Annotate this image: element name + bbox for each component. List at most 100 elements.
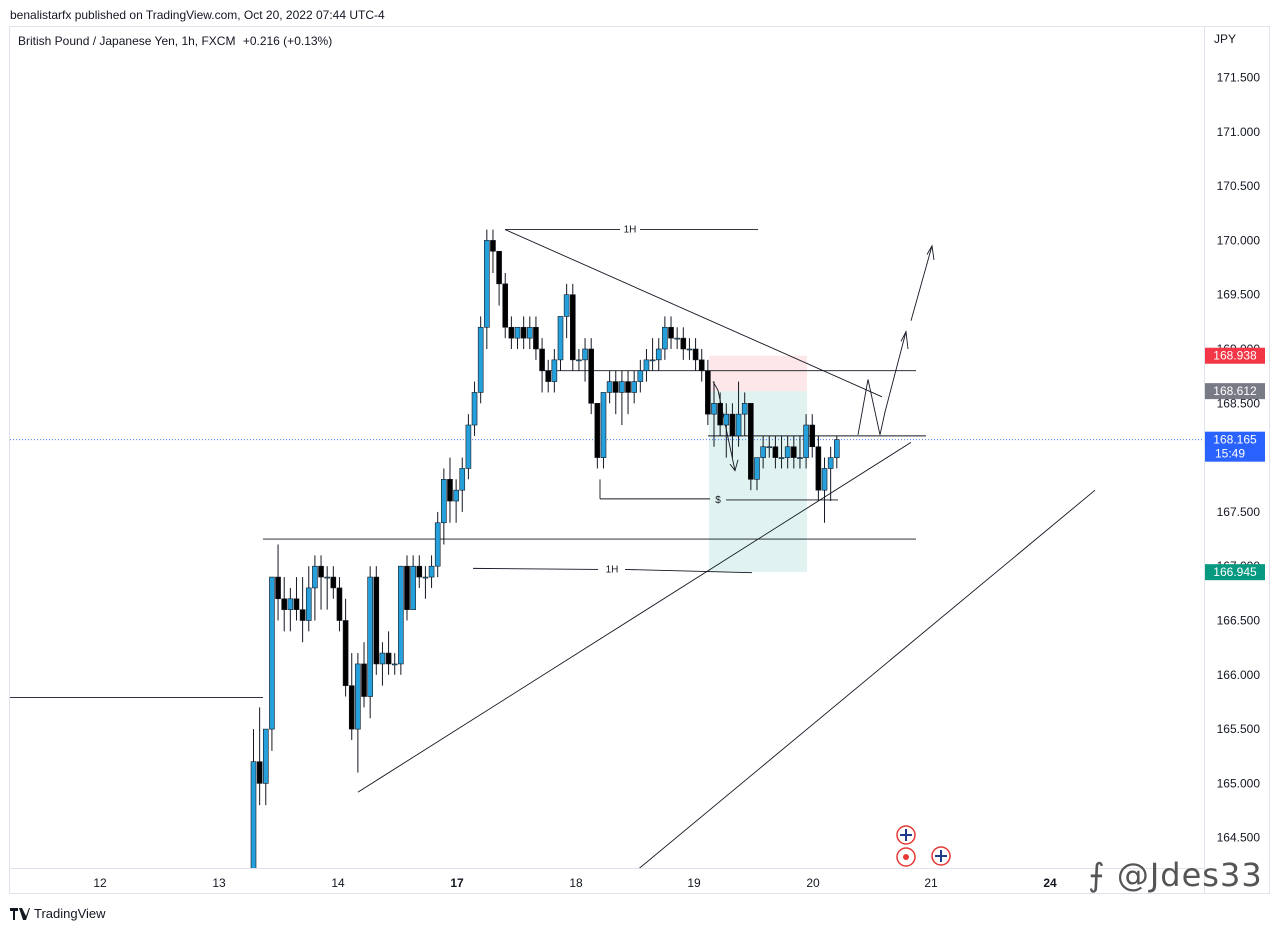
candle [748, 402, 754, 491]
candle [355, 653, 361, 773]
candle-body [692, 348, 699, 361]
time-tick-label: 12 [93, 876, 107, 890]
candle [459, 457, 466, 512]
candle [514, 326, 521, 349]
candle-body [680, 337, 687, 350]
candle [453, 479, 459, 523]
time-tick-label: 18 [569, 876, 583, 890]
candle [496, 250, 502, 306]
target-price-tag-value: 166.945 [1213, 565, 1257, 579]
projection-path [857, 331, 907, 435]
candle-body [833, 439, 840, 458]
candle-body [809, 424, 816, 448]
stop-loss-zone [709, 355, 807, 392]
candle-body [428, 565, 435, 578]
candle-body [729, 413, 736, 437]
candle [434, 511, 441, 578]
candle [741, 392, 748, 436]
candle-body [815, 446, 822, 491]
candle [471, 381, 478, 436]
entry-price-tag-value: 168.612 [1213, 384, 1257, 398]
candle [508, 316, 515, 349]
candle-body [748, 402, 754, 480]
candle [680, 327, 687, 360]
price-tick-label: 168.500 [1217, 396, 1261, 410]
footer-brand: TradingView [34, 906, 106, 921]
candle [551, 349, 558, 393]
candle [625, 370, 631, 415]
candle-body [686, 348, 693, 351]
candle [643, 349, 650, 382]
candle [760, 435, 766, 469]
candle [711, 381, 717, 447]
entry-price-tag-bg [1205, 383, 1265, 400]
event-marker-dot [903, 854, 909, 860]
candle-body [655, 348, 662, 361]
candle [526, 316, 533, 349]
target-arrow-head [926, 244, 935, 261]
candle [827, 446, 834, 502]
candle [342, 598, 349, 697]
candle [385, 631, 392, 675]
candle-body [373, 576, 380, 665]
candle [287, 587, 294, 632]
candle-body [766, 446, 773, 449]
candle [692, 338, 699, 371]
candle [398, 565, 404, 675]
time-tick-label: 20 [806, 876, 820, 890]
publish-line: benalistarfx published on TradingView.co… [10, 8, 385, 22]
time-tick-label: 17 [450, 876, 464, 890]
candle [490, 229, 496, 273]
candle [404, 555, 410, 621]
price-tick-label: 166.000 [1217, 668, 1261, 682]
candle-body [441, 479, 447, 524]
liquidity-label: $ [715, 495, 721, 506]
candle [428, 555, 435, 588]
candle-body [643, 359, 650, 372]
candle-body [398, 565, 404, 665]
candle [797, 435, 803, 469]
candle-body [606, 381, 613, 393]
candle-body [269, 576, 275, 730]
level-1h-top-label: 1H [624, 225, 637, 236]
candle-body [778, 457, 785, 459]
candle [391, 653, 398, 675]
candle [416, 555, 423, 588]
candle-body [471, 392, 478, 426]
candle-body [674, 337, 680, 340]
uk-event-icon [896, 825, 916, 845]
candle [502, 272, 509, 339]
candle [477, 316, 484, 404]
candle [275, 544, 281, 621]
candle [821, 457, 828, 523]
candle-body [612, 381, 619, 393]
candle [447, 457, 453, 523]
time-tick-label: 13 [212, 876, 226, 890]
descending-trendline [504, 229, 883, 398]
candle [330, 566, 337, 599]
candle [281, 577, 288, 632]
drop-arrow-head [729, 459, 739, 472]
candle [729, 403, 736, 458]
currency-label: JPY [1214, 32, 1237, 46]
current-price-tag-bg [1205, 431, 1265, 462]
candle-body [305, 587, 312, 621]
symbol-legend[interactable]: British Pound / Japanese Yen, 1h, FXCM +… [18, 34, 336, 48]
candle-body [588, 348, 595, 404]
candle-body [539, 348, 545, 372]
tradingview-footer[interactable]: TradingView [10, 906, 106, 921]
candle [637, 359, 644, 393]
level-1h-bottom-line-right [624, 569, 753, 574]
candle [379, 642, 386, 686]
candle-body [723, 413, 730, 426]
candle [557, 316, 564, 371]
candle [772, 435, 779, 469]
candle [631, 370, 637, 404]
candle [348, 653, 355, 740]
candle-body [379, 652, 386, 665]
level-1h-bottom-line-left [472, 567, 599, 570]
candle [299, 577, 306, 643]
candle-body [668, 326, 674, 339]
candle-body [484, 240, 490, 328]
